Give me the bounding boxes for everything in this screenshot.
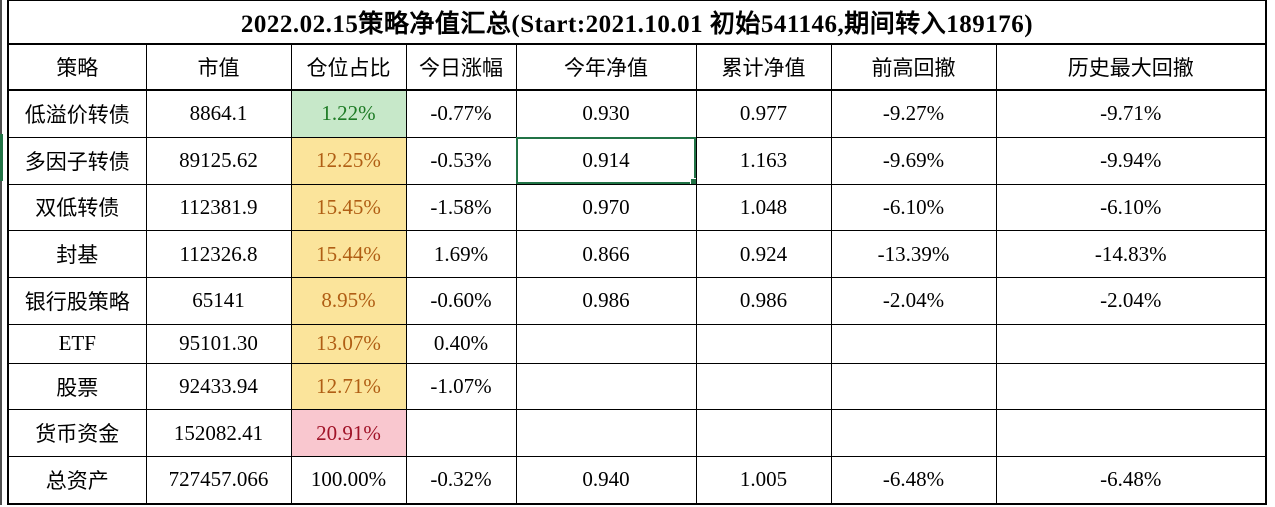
table-row: 货币资金 152082.41 20.91% (7, 409, 1267, 457)
cell[interactable]: -6.48% (830, 455, 997, 505)
cell[interactable]: -2.04% (995, 276, 1267, 325)
title-row: 2022.02.15策略净值汇总(Start:2021.10.01 初始5411… (7, 0, 1267, 45)
table-row: 封基 112326.8 15.44% 1.69% 0.866 0.924 -13.39% -1… (7, 230, 1267, 278)
fill-handle[interactable] (689, 177, 695, 184)
header-row: 策略 市值 仓位占比 今日涨幅 今年净值 累计净值 前高回撤 历史最大回撤 (7, 43, 1267, 91)
cell[interactable] (830, 362, 997, 411)
cell[interactable]: -1.58% (405, 183, 517, 232)
cell[interactable]: 0.970 (515, 183, 697, 232)
cell[interactable]: 13.07% (290, 323, 407, 364)
cell[interactable]: 1.005 (695, 455, 832, 505)
cell[interactable]: 0.924 (695, 230, 832, 278)
cell[interactable]: -9.27% (830, 89, 997, 138)
cell[interactable]: 20.91% (290, 409, 407, 457)
column-header-4[interactable]: 今年净值 (515, 43, 697, 91)
column-header-1[interactable]: 市值 (145, 43, 292, 91)
table-row: 银行股策略 65141 8.95% -0.60% 0.986 0.986 -2.04% -2.… (7, 276, 1267, 325)
sheet-left-gridline (0, 0, 2, 505)
cell[interactable] (830, 323, 997, 364)
cell[interactable]: -9.94% (995, 136, 1267, 185)
cell[interactable]: 0.986 (515, 276, 697, 325)
cell[interactable]: 65141 (145, 276, 292, 325)
table-row: 多因子转债 89125.62 12.25% -0.53% 0.914 1.163 -9.69… (7, 136, 1267, 185)
selected-row-indicator (0, 134, 3, 181)
table-row: 总资产 727457.066 100.00% -0.32% 0.940 1.005 -6.4… (7, 455, 1267, 505)
table-title-cell[interactable]: 2022.02.15策略净值汇总(Start:2021.10.01 初始5411… (7, 0, 1267, 45)
cell[interactable]: 89125.62 (145, 136, 292, 185)
cell[interactable]: 0.940 (515, 455, 697, 505)
cell[interactable]: 0.930 (515, 89, 697, 138)
cell[interactable] (695, 323, 832, 364)
cell[interactable] (405, 409, 517, 457)
table-row: 双低转债 112381.9 15.45% -1.58% 0.970 1.048 -6.10%… (7, 183, 1267, 232)
row-label[interactable]: 总资产 (7, 455, 147, 505)
cell[interactable]: -1.07% (405, 362, 517, 411)
cell[interactable] (515, 362, 697, 411)
cell[interactable] (995, 323, 1267, 364)
cell[interactable]: 1.69% (405, 230, 517, 278)
column-header-6[interactable]: 前高回撤 (830, 43, 997, 91)
cell[interactable] (695, 409, 832, 457)
cell[interactable]: -0.60% (405, 276, 517, 325)
row-label[interactable]: 封基 (7, 230, 147, 278)
column-header-2[interactable]: 仓位占比 (290, 43, 407, 91)
cell[interactable]: 0.40% (405, 323, 517, 364)
cell[interactable]: 95101.30 (145, 323, 292, 364)
row-label[interactable]: ETF (7, 323, 147, 364)
cell[interactable]: 1.163 (695, 136, 832, 185)
column-header-0[interactable]: 策略 (7, 43, 147, 91)
cell[interactable]: 0.914 (515, 136, 697, 185)
cell[interactable] (515, 409, 697, 457)
cell[interactable]: -9.71% (995, 89, 1267, 138)
row-label[interactable]: 双低转债 (7, 183, 147, 232)
cell[interactable]: -9.69% (830, 136, 997, 185)
cell[interactable]: 1.048 (695, 183, 832, 232)
cell[interactable]: 15.44% (290, 230, 407, 278)
cell[interactable]: -0.32% (405, 455, 517, 505)
cell[interactable] (515, 323, 697, 364)
cell[interactable] (695, 362, 832, 411)
column-header-3[interactable]: 今日涨幅 (405, 43, 517, 91)
table-row: 低溢价转债 8864.1 1.22% -0.77% 0.930 0.977 -9.27% -9… (7, 89, 1267, 138)
cell[interactable]: 0.977 (695, 89, 832, 138)
table-row: 股票 92433.94 12.71% -1.07% (7, 362, 1267, 411)
column-header-5[interactable]: 累计净值 (695, 43, 832, 91)
cell[interactable]: -14.83% (995, 230, 1267, 278)
cell[interactable]: 8864.1 (145, 89, 292, 138)
row-label[interactable]: 货币资金 (7, 409, 147, 457)
cell[interactable]: 92433.94 (145, 362, 292, 411)
cell[interactable]: 112381.9 (145, 183, 292, 232)
cell[interactable]: 8.95% (290, 276, 407, 325)
cell[interactable]: -0.53% (405, 136, 517, 185)
row-label[interactable]: 低溢价转债 (7, 89, 147, 138)
cell[interactable]: -0.77% (405, 89, 517, 138)
cell[interactable]: 100.00% (290, 455, 407, 505)
cell[interactable]: 1.22% (290, 89, 407, 138)
cell[interactable] (995, 409, 1267, 457)
column-header-7[interactable]: 历史最大回撤 (995, 43, 1267, 91)
cell[interactable]: -13.39% (830, 230, 997, 278)
cell[interactable]: -6.48% (995, 455, 1267, 505)
row-label[interactable]: 银行股策略 (7, 276, 147, 325)
cell[interactable]: 0.986 (695, 276, 832, 325)
row-label[interactable]: 多因子转债 (7, 136, 147, 185)
cell[interactable]: -6.10% (830, 183, 997, 232)
cell[interactable] (830, 409, 997, 457)
row-label[interactable]: 股票 (7, 362, 147, 411)
cell[interactable]: 727457.066 (145, 455, 292, 505)
table-body: 低溢价转债 8864.1 1.22% -0.77% 0.930 0.977 -9.27% -9… (7, 89, 1267, 505)
cell[interactable]: 12.71% (290, 362, 407, 411)
cell[interactable]: 152082.41 (145, 409, 292, 457)
cell[interactable]: 112326.8 (145, 230, 292, 278)
cell[interactable]: -6.10% (995, 183, 1267, 232)
cell[interactable]: -2.04% (830, 276, 997, 325)
table-row: ETF 95101.30 13.07% 0.40% (7, 323, 1267, 364)
cell[interactable]: 0.866 (515, 230, 697, 278)
strategy-net-value-table: 2022.02.15策略净值汇总(Start:2021.10.01 初始5411… (7, 0, 1267, 505)
cell[interactable]: 15.45% (290, 183, 407, 232)
cell[interactable]: 12.25% (290, 136, 407, 185)
cell[interactable] (995, 362, 1267, 411)
